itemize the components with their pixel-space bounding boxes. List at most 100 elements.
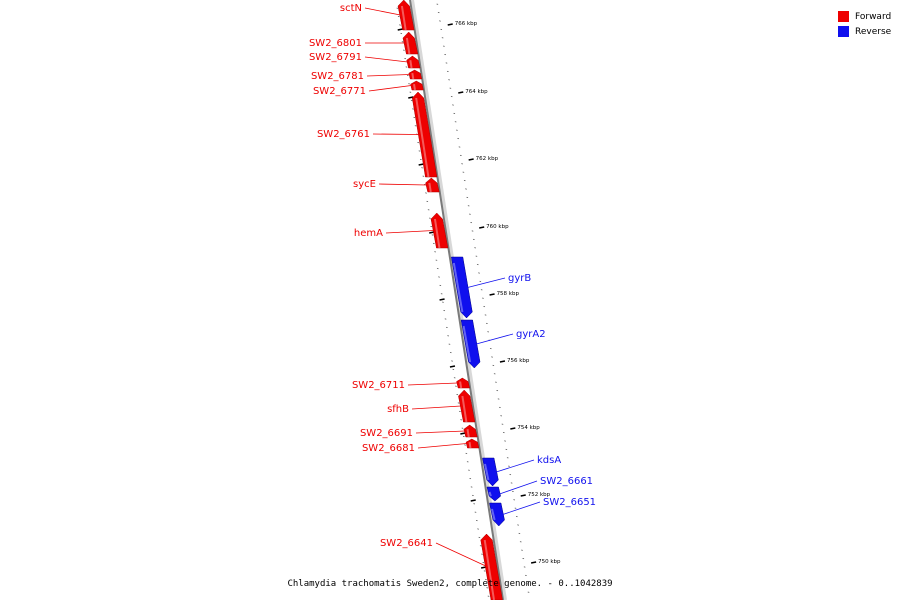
scale-tick-mark [510,427,516,430]
gene-leader [467,277,506,288]
gene-leader [502,501,541,515]
gene-sheen [484,463,490,481]
gene-leader [407,382,458,386]
gene-label[interactable]: SW2_6771 [313,86,366,97]
gene-leader [435,542,486,567]
legend-reverse: Reverse [838,24,891,39]
gene-label[interactable]: SW2_6681 [362,443,415,454]
reverse-swatch [838,26,849,37]
gene-arrow [456,377,470,389]
gene-sw2-6691[interactable]: SW2_6691 [360,424,478,439]
gene-leader [496,459,535,473]
gene-label[interactable]: SW2_6641 [380,538,433,549]
gene-leader [417,443,467,449]
gene-sw2-6791[interactable]: SW2_6791 [309,52,421,69]
scale-tick-mark [470,499,476,502]
scale-tick-label: 760 kbp [486,224,509,230]
forward-swatch [838,11,849,22]
gene-sw2-6711[interactable]: SW2_6711 [352,377,470,391]
gene-arrow [465,438,480,449]
minor-ticks [396,3,530,597]
gene-arrow [406,55,421,69]
scale-tick-mark [479,226,485,229]
gene-sheen [468,441,472,449]
gene-sheen [433,218,441,249]
scale-tick-mark [499,360,506,363]
gene-kdsa[interactable]: kdsA [482,455,561,487]
gene-sw2-6681[interactable]: SW2_6681 [362,438,480,454]
gene-sw2-6801[interactable]: SW2_6801 [309,31,419,55]
gene-sheen [459,381,463,389]
gene-syce[interactable]: sycE [353,177,440,193]
gene-label[interactable]: sfhB [387,404,409,415]
gene-sw2-6651[interactable]: SW2_6651 [489,497,596,527]
gene-sw2-6641[interactable]: SW2_6641 [380,533,503,600]
gene-sheen [405,37,411,55]
gene-label[interactable]: gyrA2 [516,329,546,340]
gene-sw2-6771[interactable]: SW2_6771 [313,80,424,97]
gene-arrow [463,424,478,438]
gene-arrow [408,69,423,80]
gene-sheen [413,83,416,91]
legend-forward-label: Forward [855,11,892,22]
gene-leader [378,183,427,186]
gene-sheen [461,395,468,423]
gene-sheen [415,97,430,178]
gene-sfhb[interactable]: sfhB [387,389,476,423]
scale-tick-mark [489,293,495,296]
gene-label[interactable]: SW2_6791 [309,52,362,63]
gene-label[interactable]: SW2_6761 [317,129,370,140]
scale-tick-mark [449,365,456,368]
gene-sheen [462,325,472,363]
scale-tick-label: 756 kbp [507,358,530,364]
gene-label[interactable]: SW2_6711 [352,380,405,391]
gene-gyra2[interactable]: gyrA2 [460,319,546,369]
scale-tick-mark [447,23,453,26]
scale-tick-label: 762 kbp [476,156,499,162]
gene-label[interactable]: hemA [354,228,383,239]
gene-leader [368,85,412,92]
gene-sheen [483,539,495,600]
gene-label[interactable]: gyrB [508,273,531,284]
gene-sheen [488,491,492,497]
gene-label[interactable]: SW2_6691 [360,428,413,439]
legend-forward: Forward [838,9,891,24]
gene-sheen [409,60,413,69]
gene-sw2-6661[interactable]: SW2_6661 [486,476,593,502]
gene-leader [366,74,410,77]
gene-leader [372,133,419,135]
gene-leader [476,333,514,345]
gene-sheen [490,508,496,521]
gene-arrow [430,212,449,249]
gene-label[interactable]: SW2_6801 [309,38,362,49]
gene-arrow [451,256,473,319]
gene-label[interactable]: SW2_6651 [543,497,596,508]
gene-label[interactable]: kdsA [537,455,561,466]
scale-tick-label: 766 kbp [455,21,478,27]
scale-tick-label: 752 kbp [528,492,551,498]
gene-arrow [411,91,438,178]
scale-tick-label: 754 kbp [517,425,540,431]
scale-tick-mark [458,91,464,94]
gene-gyrb[interactable]: gyrB [451,256,531,319]
gene-label[interactable]: SW2_6781 [311,71,364,82]
gene-sw2-6761[interactable]: SW2_6761 [317,91,438,178]
gene-sheen [411,72,415,80]
gene-arrow [410,80,424,91]
scale-tick-mark [460,432,466,435]
gene-label[interactable]: sctN [340,3,362,14]
gene-label[interactable]: sycE [353,179,376,190]
gene-hema[interactable]: hemA [354,212,449,249]
genes: sctN SW2_6801 SW2_6791 SW2_6781 SW2_6771 SW2_… [309,0,596,600]
scale-tick-label: 750 kbp [538,559,561,565]
gene-label[interactable]: SW2_6661 [540,476,593,487]
gene-sw2-6781[interactable]: SW2_6781 [311,69,423,82]
gene-sheen [466,429,470,438]
scale-ticks: 766 kbp 764 kbp 762 kbp 760 kbp 758 kbp 756 k… [397,21,561,569]
gene-arrow [489,502,505,527]
gene-leader [415,430,465,434]
gene-sctn[interactable]: sctN [340,0,415,31]
genome-backbone [409,0,504,600]
gene-arrow [486,486,501,502]
scale-tick-mark [439,298,445,301]
